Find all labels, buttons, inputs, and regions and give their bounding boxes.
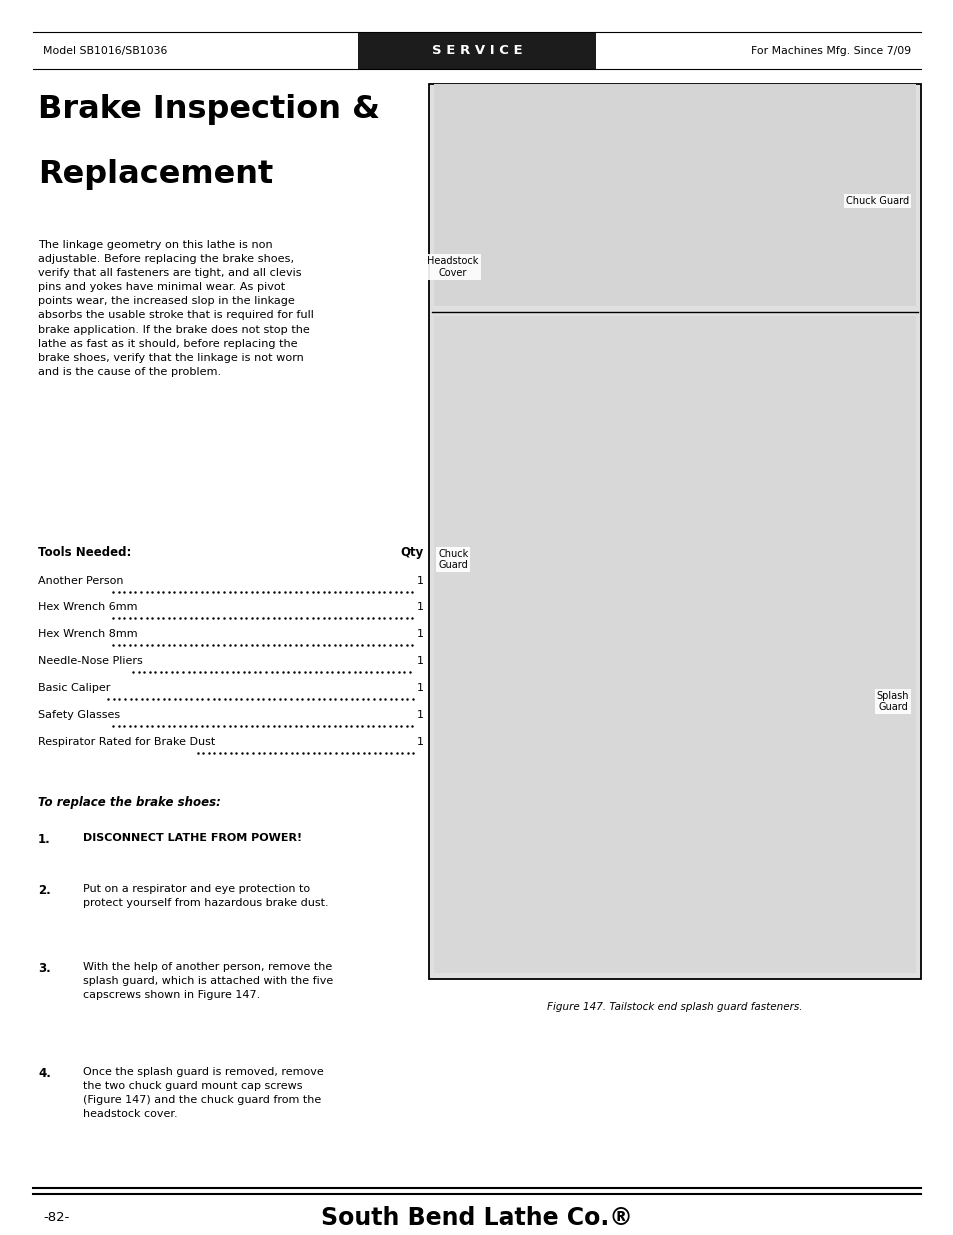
- Text: Put on a respirator and eye protection to
protect yourself from hazardous brake : Put on a respirator and eye protection t…: [83, 884, 328, 909]
- Text: To replace the brake shoes:: To replace the brake shoes:: [38, 797, 221, 809]
- Text: Basic Caliper: Basic Caliper: [38, 683, 114, 693]
- Text: 2.: 2.: [38, 884, 51, 898]
- Text: With the help of another person, remove the
splash guard, which is attached with: With the help of another person, remove …: [83, 962, 333, 1000]
- Bar: [33, 32, 920, 69]
- Text: Hex Wrench 8mm: Hex Wrench 8mm: [38, 630, 141, 640]
- Text: South Bend Lathe Co.®: South Bend Lathe Co.®: [321, 1205, 632, 1230]
- Text: DISCONNECT LATHE FROM POWER!: DISCONNECT LATHE FROM POWER!: [83, 834, 302, 844]
- Text: Figure 147. Tailstock end splash guard fasteners.: Figure 147. Tailstock end splash guard f…: [547, 1002, 801, 1011]
- Text: Model SB1016/SB1036: Model SB1016/SB1036: [43, 46, 167, 56]
- Text: -82-: -82-: [43, 1212, 70, 1224]
- Text: Hex Wrench 6mm: Hex Wrench 6mm: [38, 603, 141, 613]
- Text: Splash
Guard: Splash Guard: [876, 690, 908, 713]
- Text: 1: 1: [416, 737, 423, 747]
- Bar: [357, 32, 596, 69]
- Text: Chuck Guard: Chuck Guard: [845, 196, 908, 206]
- Text: Brake Inspection &: Brake Inspection &: [38, 94, 379, 125]
- Text: 1: 1: [416, 603, 423, 613]
- Text: Respirator Rated for Brake Dust: Respirator Rated for Brake Dust: [38, 737, 218, 747]
- Text: Chuck
Guard: Chuck Guard: [437, 548, 468, 571]
- Text: 1: 1: [416, 630, 423, 640]
- Text: 1: 1: [416, 576, 423, 585]
- Text: Qty: Qty: [400, 546, 423, 559]
- Bar: [429, 84, 920, 979]
- Text: The linkage geometry on this lathe is non
adjustable. Before replacing the brake: The linkage geometry on this lathe is no…: [38, 240, 314, 377]
- Text: 1.: 1.: [38, 834, 51, 846]
- Text: Headstock
Cover: Headstock Cover: [427, 256, 478, 278]
- Text: 4.: 4.: [38, 1067, 51, 1079]
- Text: 3.: 3.: [38, 962, 51, 976]
- Text: S E R V I C E: S E R V I C E: [432, 44, 521, 57]
- Text: Needle-Nose Pliers: Needle-Nose Pliers: [38, 656, 143, 666]
- Text: 1: 1: [416, 710, 423, 720]
- Text: Once the splash guard is removed, remove
the two chuck guard mount cap screws
(F: Once the splash guard is removed, remove…: [83, 1067, 323, 1119]
- Bar: [434, 84, 915, 306]
- Text: 1: 1: [416, 683, 423, 693]
- Text: Another Person: Another Person: [38, 576, 127, 585]
- Text: For Machines Mfg. Since 7/09: For Machines Mfg. Since 7/09: [750, 46, 910, 56]
- Text: Tools Needed:: Tools Needed:: [38, 546, 132, 559]
- Text: Safety Glasses: Safety Glasses: [38, 710, 124, 720]
- Text: 1: 1: [416, 656, 423, 666]
- Bar: [434, 316, 915, 973]
- Text: Replacement: Replacement: [38, 159, 274, 190]
